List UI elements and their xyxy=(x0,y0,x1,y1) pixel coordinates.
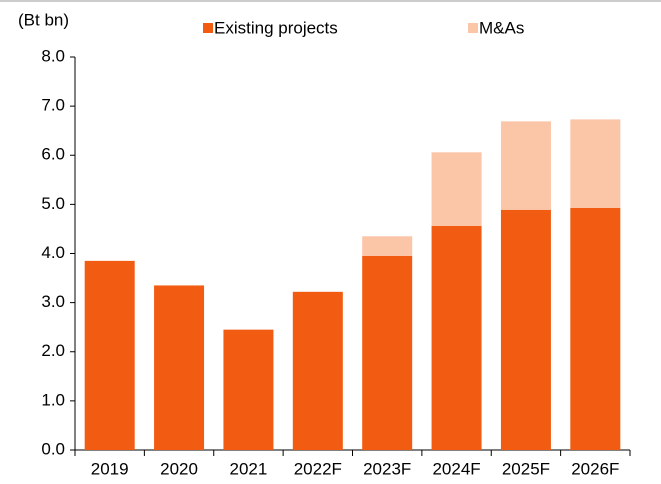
bar-segment xyxy=(431,225,482,450)
legend-label: M&As xyxy=(479,18,524,37)
bar-segment xyxy=(223,329,274,450)
x-tick-label: 2024F xyxy=(432,459,480,478)
y-axis-label: (Bt bn) xyxy=(18,10,69,29)
bar-segment xyxy=(570,207,621,450)
y-tick-label: 6.0 xyxy=(41,145,65,164)
bar-segment xyxy=(500,121,551,210)
x-tick-label: 2026F xyxy=(571,459,619,478)
x-tick-label: 2025F xyxy=(502,459,550,478)
bar-segment xyxy=(154,285,205,450)
bar-segment xyxy=(500,209,551,450)
y-tick-label: 4.0 xyxy=(41,243,65,262)
bar-segment xyxy=(362,255,413,450)
y-tick-label: 5.0 xyxy=(41,194,65,213)
bar-segment xyxy=(84,260,135,450)
x-tick-label: 2021 xyxy=(230,459,268,478)
x-tick-label: 2022F xyxy=(294,459,342,478)
bar-segment xyxy=(292,291,343,450)
x-tick-label: 2019 xyxy=(91,459,129,478)
y-tick-label: 1.0 xyxy=(41,390,65,409)
legend-swatch xyxy=(468,23,478,33)
y-tick-label: 0.0 xyxy=(41,439,65,458)
legend-swatch xyxy=(203,23,213,33)
bar-segment xyxy=(570,119,621,208)
y-tick-label: 2.0 xyxy=(41,341,65,360)
y-tick-label: 3.0 xyxy=(41,292,65,311)
bar-segment xyxy=(362,236,413,256)
legend-label: Existing projects xyxy=(214,18,338,37)
bar-segment xyxy=(431,152,482,226)
x-tick-label: 2023F xyxy=(363,459,411,478)
y-tick-label: 7.0 xyxy=(41,96,65,115)
x-tick-label: 2020 xyxy=(160,459,198,478)
y-tick-label: 8.0 xyxy=(41,46,65,65)
